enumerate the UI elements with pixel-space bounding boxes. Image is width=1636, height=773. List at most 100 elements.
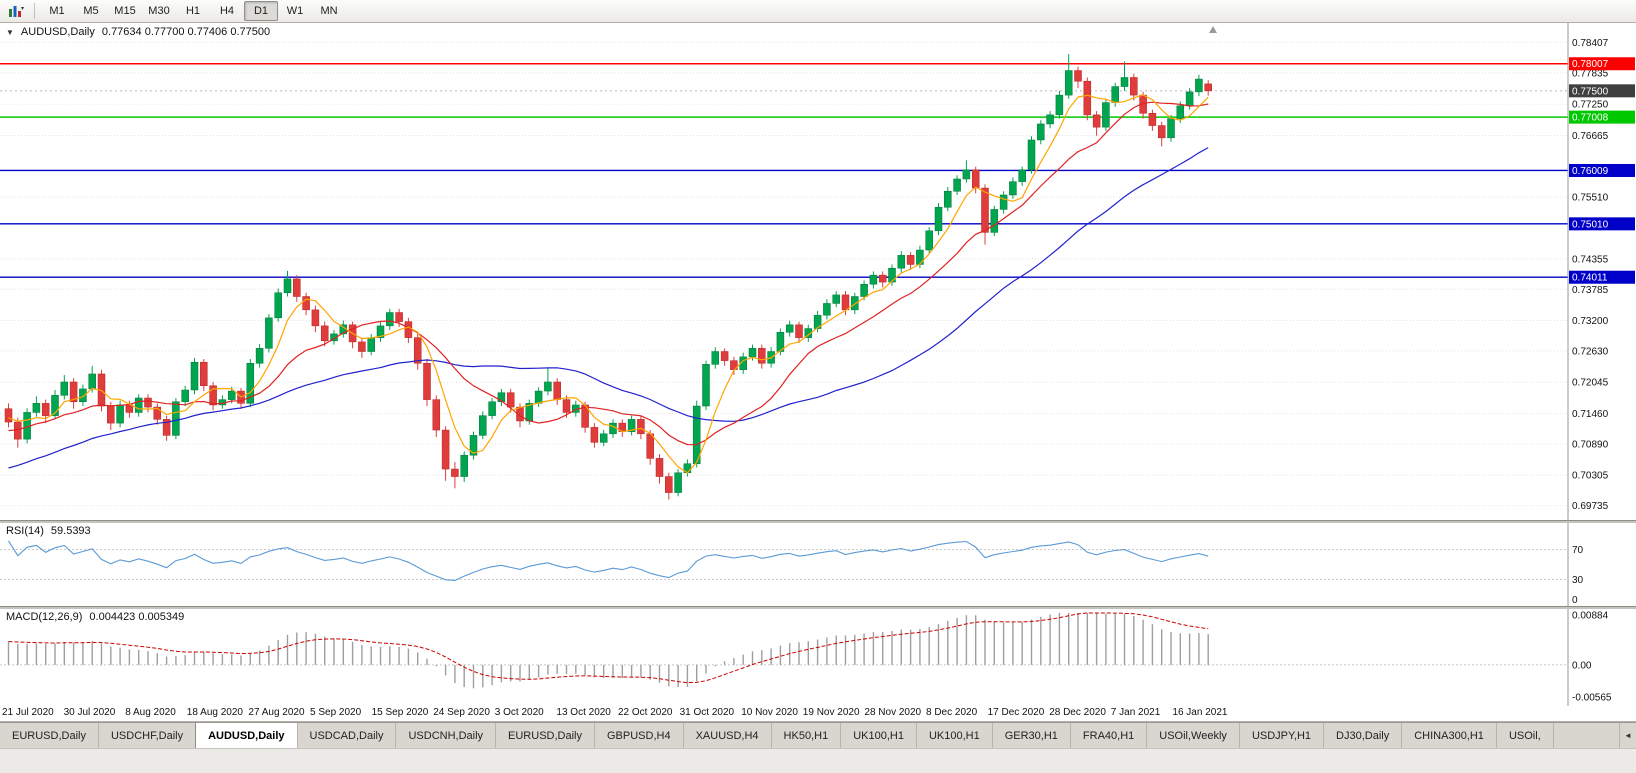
macd-chart-canvas[interactable]: 0.00884 0.00 -0.00565 xyxy=(0,609,1636,706)
candle-body xyxy=(860,283,868,297)
candle-body xyxy=(255,348,264,364)
timeframe-button-d1[interactable]: D1 xyxy=(244,1,278,21)
candle-body xyxy=(451,468,459,477)
time-axis-label: 7 Jan 2021 xyxy=(1110,707,1161,718)
candle-body xyxy=(1092,114,1101,128)
timeframe-button-h4[interactable]: H4 xyxy=(219,5,235,17)
candle-body xyxy=(1148,113,1157,126)
rsi-chart-canvas[interactable]: 70 30 0 xyxy=(0,523,1636,606)
candle-body xyxy=(330,333,338,342)
chart-tab-dj30-daily[interactable]: DJ30,Daily xyxy=(1324,723,1403,748)
candle-body xyxy=(200,361,208,386)
time-axis-label: 31 Oct 2020 xyxy=(679,707,735,718)
candle-body xyxy=(851,296,859,311)
candle-body xyxy=(1195,78,1203,93)
chart-tab-usdcnh-daily[interactable]: USDCNH,Daily xyxy=(396,723,497,748)
timeframe-buttons: M1 M5 M15 M30 H1 H4 D1 W1 MN xyxy=(40,1,346,21)
candle-body xyxy=(674,472,682,493)
candle-body xyxy=(758,348,766,364)
candle-body xyxy=(776,332,785,352)
chart-tab-uk100-h1[interactable]: UK100,H1 xyxy=(917,723,993,748)
timeframe-button-mn[interactable]: MN xyxy=(320,5,338,17)
candle-body xyxy=(144,397,152,408)
time-axis-label: 3 Oct 2020 xyxy=(494,707,544,718)
timeframe-button-h1[interactable]: H1 xyxy=(185,5,201,17)
macd-panel-splitter[interactable] xyxy=(0,606,1636,609)
chart-tab-usdjpy-h1[interactable]: USDJPY,H1 xyxy=(1240,723,1325,748)
candle-body xyxy=(720,351,729,361)
candle-body xyxy=(999,194,1008,210)
candle-body xyxy=(599,433,608,443)
time-axis-label: 28 Dec 2020 xyxy=(1049,707,1106,718)
rsi-scale-tick: 0 xyxy=(1572,595,1578,606)
timeframe-button-m5[interactable]: M5 xyxy=(83,5,99,17)
candle-body xyxy=(785,324,794,333)
candle-body xyxy=(14,421,22,440)
timeframe-button-m1[interactable]: M1 xyxy=(49,5,65,17)
candle-body xyxy=(506,392,515,408)
price-scale-tick: 0.77250 xyxy=(1572,100,1609,111)
candle-body xyxy=(1102,102,1110,128)
chart-tab-usdcad-daily[interactable]: USDCAD,Daily xyxy=(298,723,397,748)
chart-tab-eurusd-daily[interactable]: EURUSD,Daily xyxy=(496,723,595,748)
candle-body xyxy=(116,404,124,424)
candle-body xyxy=(1130,77,1138,96)
candle-body xyxy=(832,294,840,304)
candle-body xyxy=(358,341,366,352)
chart-tabs-bar: EURUSD,Daily USDCHF,Daily AUDUSD,Daily USDC… xyxy=(0,722,1636,748)
candle-body xyxy=(41,403,50,416)
chart-tab-audusd-daily[interactable]: AUDUSD,Daily xyxy=(195,723,298,748)
price-scale-tick: 0.72630 xyxy=(1572,346,1609,357)
candle-body xyxy=(367,337,375,352)
price-scale-tick: 0.76665 xyxy=(1572,131,1609,142)
status-bar xyxy=(0,748,1636,773)
candle-body xyxy=(190,361,199,391)
time-axis-label: 19 Nov 2020 xyxy=(802,707,860,718)
chart-tab-gbpusd-h4[interactable]: GBPUSD,H4 xyxy=(595,723,684,748)
candle-body xyxy=(497,392,506,402)
chart-tab-uk100-h1[interactable]: UK100,H1 xyxy=(841,723,917,748)
price-scale-tick: 0.77835 xyxy=(1572,68,1609,79)
price-line-label-box xyxy=(1569,217,1635,231)
candle-body xyxy=(711,351,720,365)
time-axis-label: 18 Aug 2020 xyxy=(186,707,243,718)
chart-tab-usoil-weekly[interactable]: USOil,Weekly xyxy=(1147,723,1240,748)
candle-body xyxy=(627,419,636,432)
chart-tab-china300-h1[interactable]: CHINA300,H1 xyxy=(1402,723,1497,748)
chart-tab-ger30-h1[interactable]: GER30,H1 xyxy=(993,723,1071,748)
candle-body xyxy=(637,419,645,435)
candlestick-chart-canvas[interactable]: 0.78407 0.77835 0.77250 0.76665 0.75510 0.743… xyxy=(0,23,1636,520)
candle-body xyxy=(990,209,999,233)
price-line-label: 0.78007 xyxy=(1572,59,1609,70)
macd-scale-tick: -0.00565 xyxy=(1572,692,1612,703)
candle-body xyxy=(534,390,543,404)
candle-body xyxy=(162,419,171,436)
time-axis[interactable]: 21 Jul 2020 30 Jul 2020 8 Aug 2020 18 Aug 2… xyxy=(0,706,1636,722)
chart-list-icon[interactable] xyxy=(3,1,29,21)
price-line-label-box xyxy=(1569,163,1635,177)
candle-body xyxy=(1018,169,1026,182)
candle-body xyxy=(320,325,329,342)
tab-scroll-left-icon[interactable]: ◄ xyxy=(1619,723,1636,748)
candle-body xyxy=(488,401,496,416)
candle-body xyxy=(1204,83,1212,92)
chart-tab-xauusd-h4[interactable]: XAUUSD,H4 xyxy=(684,723,772,748)
chart-tab-fra40-h1[interactable]: FRA40,H1 xyxy=(1071,723,1148,748)
chart-tab-hk50-h1[interactable]: HK50,H1 xyxy=(772,723,842,748)
chart-tab-usdchf-daily[interactable]: USDCHF,Daily xyxy=(99,723,197,748)
chart-tab-usoil[interactable]: USOil, xyxy=(1497,723,1554,748)
macd-scale-tick: 0.00884 xyxy=(1572,611,1609,622)
timeframe-button-m15[interactable]: M15 xyxy=(114,5,136,17)
timeframe-button-m30[interactable]: M30 xyxy=(148,5,170,17)
candle-body xyxy=(1185,91,1194,107)
candle-body xyxy=(692,405,701,464)
candle-body xyxy=(153,406,162,420)
candle-body xyxy=(181,389,189,402)
rsi-panel-splitter[interactable] xyxy=(0,520,1636,523)
timeframe-button-w1[interactable]: W1 xyxy=(286,5,304,17)
price-scale-tick: 0.73785 xyxy=(1572,285,1609,296)
ma-slow-line xyxy=(8,147,1209,469)
chart-shift-marker-icon[interactable] xyxy=(1209,26,1217,33)
time-axis-label: 15 Sep 2020 xyxy=(371,707,429,718)
chart-tab-eurusd-daily[interactable]: EURUSD,Daily xyxy=(0,723,99,748)
